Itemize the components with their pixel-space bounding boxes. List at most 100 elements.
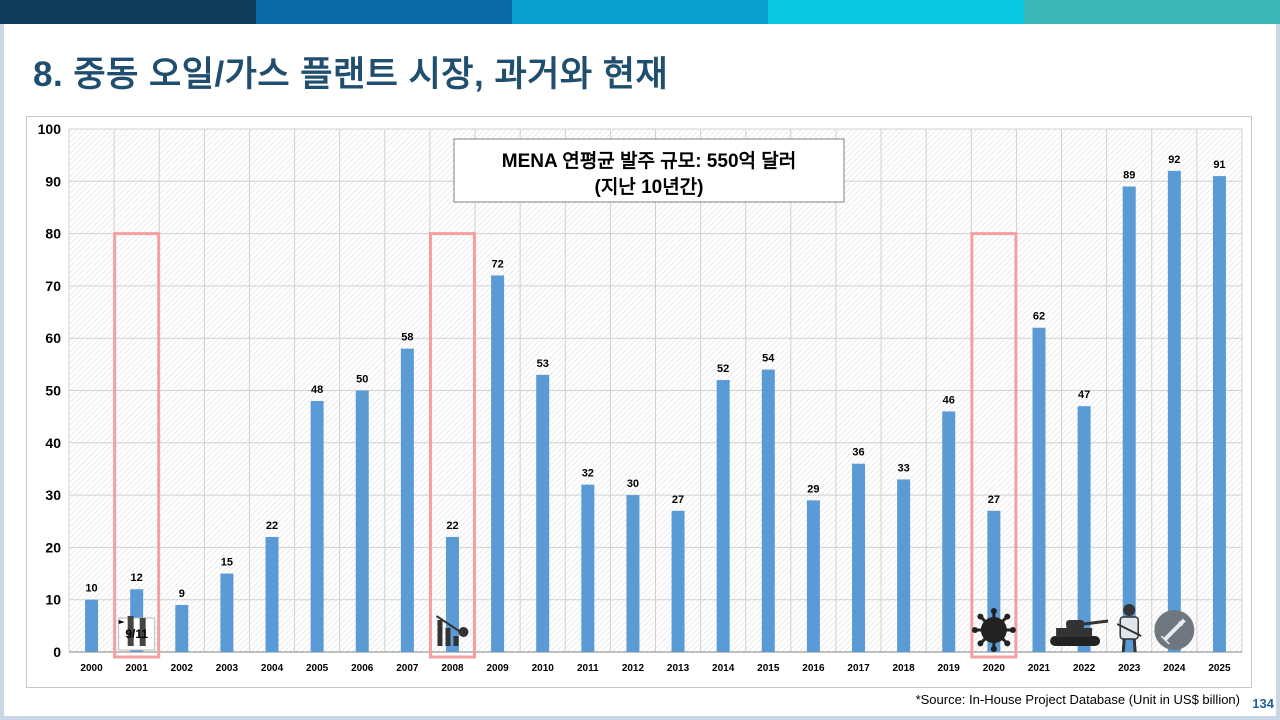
data-label-2022: 47: [1078, 389, 1090, 401]
data-label-2019: 46: [943, 394, 955, 406]
y-tick-label: 30: [45, 487, 61, 503]
bar-2020: [987, 510, 1001, 652]
data-label-2015: 54: [762, 353, 775, 365]
missile-icon: [1154, 610, 1195, 650]
top-color-bar: [0, 0, 1280, 24]
data-label-2001: 12: [131, 572, 143, 584]
annotation-line-1: MENA 연평균 발주 규모: 550억 달러: [502, 150, 796, 172]
x-tick-label: 2000: [80, 663, 103, 674]
data-label-2023: 89: [1123, 170, 1135, 182]
bar-2006: [355, 390, 369, 652]
highlight-box-2001: [113, 232, 161, 659]
x-tick-label: 2013: [667, 663, 690, 674]
icon-frame: [118, 617, 156, 651]
data-label-2025: 91: [1213, 159, 1225, 171]
bar-2015: [761, 369, 775, 652]
bar-2021: [1032, 327, 1046, 652]
plane-shape: [118, 620, 125, 624]
color-segment: [256, 0, 512, 24]
page-number: 134: [1252, 696, 1274, 711]
virus-spike-tip: [1004, 640, 1011, 647]
chart-container: 0 10 20 30 40 50 60 70 80 90 100 10 12 9 15 22 48 50 58 22…: [26, 116, 1252, 688]
bar-2014: [716, 380, 730, 652]
x-tick-label: 2019: [938, 663, 961, 674]
source-note: *Source: In-House Project Database (Unit…: [915, 692, 1240, 707]
x-tick-label: 2004: [261, 663, 284, 674]
data-label-2004: 22: [266, 520, 278, 532]
virus-spike-tip: [977, 640, 984, 647]
missile-trail: [1160, 635, 1170, 645]
bar-2009: [491, 275, 505, 652]
bar-2004: [265, 536, 279, 652]
financial-crisis-icon: [435, 615, 469, 646]
x-tick-label: 2009: [486, 663, 509, 674]
x-tick-label: 2023: [1118, 663, 1141, 674]
soldier-head: [1123, 604, 1136, 616]
tank-turret: [1066, 620, 1085, 629]
bar-2000: [85, 599, 99, 652]
x-tick-label: 2005: [306, 663, 329, 674]
x-tick-label: 2002: [171, 663, 194, 674]
color-segment: [0, 0, 256, 24]
highlight-box-2020: [970, 232, 1018, 659]
bar-2005: [310, 400, 324, 652]
crisis-arrow: [435, 615, 468, 637]
tank-hull: [1056, 628, 1093, 637]
soldier-icon: [1116, 604, 1142, 653]
soldier-rifle: [1116, 623, 1142, 637]
y-tick-label: 40: [45, 435, 61, 451]
x-tick-label: 2003: [216, 663, 239, 674]
x-tick-label: 2015: [757, 663, 780, 674]
data-label-2017: 36: [852, 447, 864, 459]
tank-icon: [1050, 619, 1109, 646]
virus-spike-tip: [1004, 613, 1011, 620]
color-segment: [768, 0, 1024, 24]
bar-2013: [671, 510, 685, 652]
x-tick-label: 2010: [532, 663, 555, 674]
data-label-2011: 32: [582, 468, 594, 480]
data-label-2003: 15: [221, 557, 233, 569]
tank-track: [1050, 636, 1101, 646]
bar-2025: [1212, 176, 1226, 652]
data-label-2016: 29: [807, 483, 819, 495]
annotation-line-2: (지난 10년간): [595, 176, 704, 198]
bar-2018: [897, 479, 911, 652]
bar-2017: [852, 463, 866, 652]
tower-left: [127, 616, 134, 646]
bar-2012: [626, 495, 640, 652]
icon-caption: 9/11: [125, 627, 148, 641]
color-segment: [1024, 0, 1280, 24]
x-tick-label: 2001: [126, 663, 149, 674]
x-tick-label: 2016: [802, 663, 825, 674]
y-tick-label: 20: [45, 539, 61, 555]
bar-2002: [175, 604, 189, 652]
data-label-2014: 52: [717, 363, 729, 375]
y-tick-label: 10: [45, 592, 61, 608]
bar-chart: 0 10 20 30 40 50 60 70 80 90 100 10 12 9 15 22 48 50 58 22…: [38, 121, 1243, 674]
x-tick-label: 2014: [712, 663, 735, 674]
data-label-2018: 33: [898, 462, 910, 474]
virus-spike-tip: [977, 613, 984, 620]
data-label-2020: 27: [988, 494, 1000, 506]
x-tick-label: 2012: [622, 663, 645, 674]
color-segment: [512, 0, 768, 24]
x-tick-label: 2017: [847, 663, 870, 674]
data-label-2007: 58: [401, 332, 413, 344]
soldier-leg-left: [1121, 638, 1126, 653]
y-tick-label: 60: [45, 330, 61, 346]
virus-spike-tip: [990, 646, 997, 652]
data-label-2010: 53: [537, 358, 549, 370]
data-label-2024: 92: [1168, 154, 1180, 166]
x-tick-label: 2020: [983, 663, 1006, 674]
x-tick-label: 2011: [577, 663, 599, 674]
bar-2016: [806, 500, 820, 652]
y-tick-label: 90: [45, 173, 61, 189]
bar-2019: [942, 411, 956, 652]
bar-2011: [581, 484, 595, 652]
data-label-2005: 48: [311, 384, 323, 396]
bar-2008: [445, 536, 459, 652]
x-tick-label: 2022: [1073, 663, 1096, 674]
crisis-bar-2: [445, 628, 451, 646]
crisis-bar-3: [453, 636, 459, 646]
